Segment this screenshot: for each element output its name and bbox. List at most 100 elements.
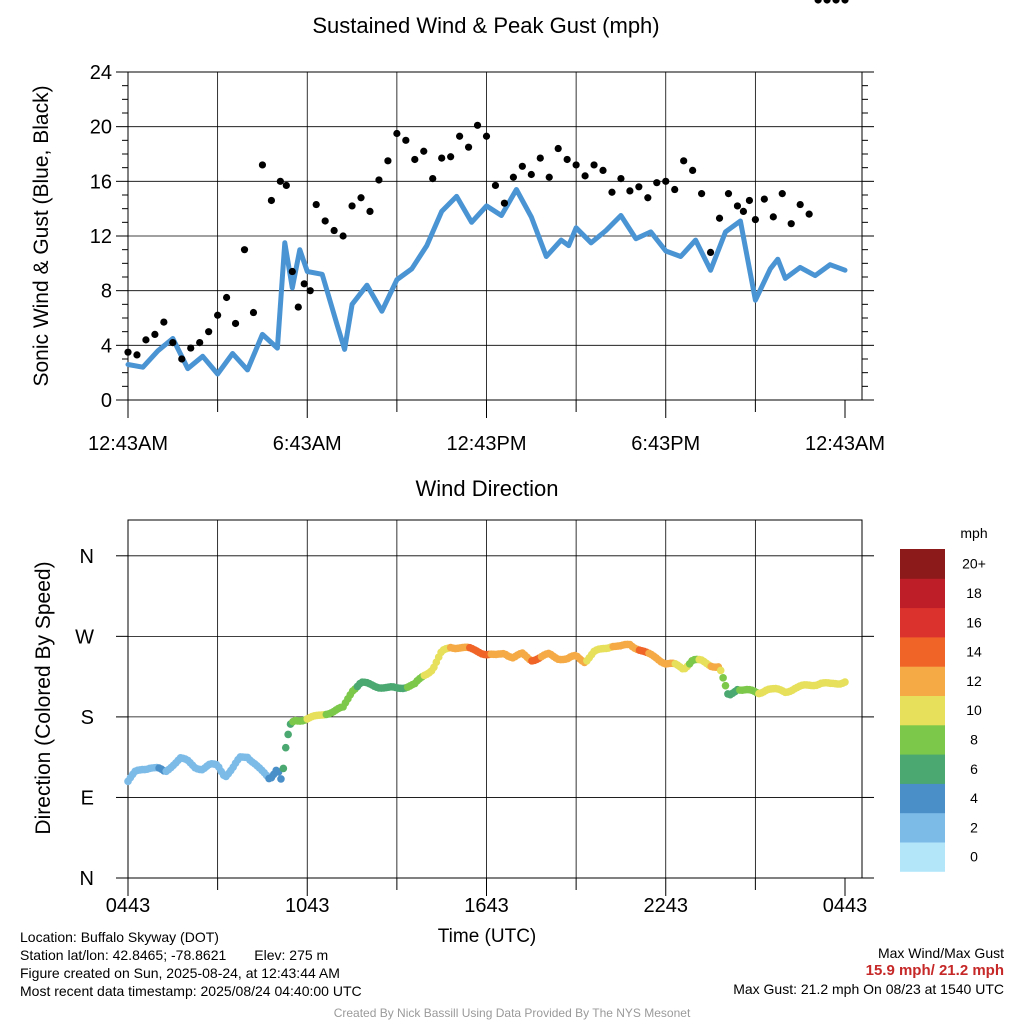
gust-point xyxy=(321,217,329,225)
sustained-wind-line xyxy=(125,187,848,377)
gust-point xyxy=(572,161,580,169)
x-tick-label: 6:43PM xyxy=(631,433,700,455)
colorbar-label: 4 xyxy=(970,790,978,806)
gust-point xyxy=(214,311,222,319)
gust-point xyxy=(438,154,446,162)
gust-point xyxy=(536,154,544,162)
x-tick-label: 1043 xyxy=(285,895,330,917)
direction-chart-title: Wind Direction xyxy=(415,476,558,501)
gust-point xyxy=(411,155,419,164)
gust-point xyxy=(258,161,267,169)
gust-point xyxy=(482,132,491,140)
colorbar-swatch xyxy=(900,695,945,726)
data-timestamp-text: Most recent data timestamp: 2025/08/24 0… xyxy=(20,983,362,999)
station-info: Location: Buffalo Skyway (DOT) Station l… xyxy=(20,928,362,1000)
x-tick-label: 1643 xyxy=(464,895,509,917)
gust-point xyxy=(393,129,401,138)
direction-point xyxy=(716,666,725,675)
gust-point xyxy=(689,166,697,174)
gust-point xyxy=(671,185,679,194)
x-tick-label: 2243 xyxy=(644,895,689,917)
gust-point xyxy=(420,147,428,155)
y-tick-label: 12 xyxy=(90,226,112,248)
gust-point xyxy=(456,132,464,140)
gust-point xyxy=(294,303,302,311)
gust-point xyxy=(491,181,500,190)
y-tick-label: E xyxy=(81,787,94,809)
gust-point xyxy=(590,161,598,169)
credit-text: Created By Nick Bassill Using Data Provi… xyxy=(333,1006,691,1020)
direction-chart-ylabel: Direction (Colored By Speed) xyxy=(32,561,55,834)
gust-point xyxy=(330,226,338,235)
colorbar-swatch xyxy=(900,812,945,843)
gust-point xyxy=(509,173,517,181)
max-gust-time-text: Max Gust: 21.2 mph On 08/23 at 1540 UTC xyxy=(733,981,1004,997)
gust-point xyxy=(231,319,240,328)
gust-point xyxy=(300,280,308,288)
gust-point xyxy=(796,200,804,209)
x-tick-label: 6:43AM xyxy=(273,433,342,455)
x-tick-label: 12:43AM xyxy=(88,433,168,455)
gust-point xyxy=(527,170,535,179)
gust-point xyxy=(644,194,652,202)
colorbar-swatch xyxy=(900,783,945,814)
x-tick-label: 0443 xyxy=(106,895,151,917)
gust-point xyxy=(814,0,822,4)
direction-point xyxy=(279,764,288,773)
plot-frame xyxy=(127,519,863,879)
gust-point xyxy=(306,287,314,295)
gust-point xyxy=(545,173,553,181)
gust-point xyxy=(563,155,571,164)
gust-point xyxy=(706,248,715,256)
colorbar-label: 8 xyxy=(970,731,978,747)
gust-point xyxy=(169,339,177,347)
gust-point xyxy=(841,0,849,4)
gust-point xyxy=(402,136,410,144)
gust-point xyxy=(249,308,258,317)
gust-point xyxy=(554,144,562,153)
elevation-text: Elev: 275 m xyxy=(254,947,329,963)
gust-point xyxy=(348,202,356,210)
y-tick-label: 20 xyxy=(90,117,112,139)
direction-point xyxy=(719,674,727,682)
max-wind-title: Max Wind/Max Gust xyxy=(877,945,1004,961)
gust-point xyxy=(473,121,482,129)
wind-chart-title: Sustained Wind & Peak Gust (mph) xyxy=(312,13,659,38)
y-tick-label: 16 xyxy=(90,171,112,193)
speed-colorbar: mph 0 2 4 6 8 10 12 14 16 18 20+ xyxy=(900,525,988,872)
colorbar-label: 20+ xyxy=(962,556,986,572)
gust-point xyxy=(653,179,661,187)
max-wind-values: 15.9 mph/ 21.2 mph xyxy=(865,962,1004,979)
gust-point xyxy=(357,194,365,202)
gust-point xyxy=(339,232,347,240)
gust-point xyxy=(151,330,159,338)
gust-point xyxy=(447,153,455,161)
wind-chart-ylabel: Sonic Wind & Gust (Blue, Black) xyxy=(30,85,53,386)
y-tick-label: 8 xyxy=(101,281,112,303)
plot-frame xyxy=(127,71,863,401)
gust-point xyxy=(739,207,748,215)
gust-point xyxy=(787,220,795,228)
gust-point xyxy=(715,214,724,222)
gust-point xyxy=(745,196,754,205)
gust-point xyxy=(832,0,840,4)
colorbar-label: 18 xyxy=(966,585,982,601)
y-tick-label: 0 xyxy=(101,390,112,412)
colorbar-label: 12 xyxy=(966,673,982,689)
gust-point xyxy=(288,267,296,276)
gust-point xyxy=(187,344,195,352)
gust-point xyxy=(617,175,625,183)
latlon-text: Station lat/lon: 42.8465; -78.8621 xyxy=(20,947,227,963)
gust-point xyxy=(282,181,290,190)
gust-point xyxy=(375,176,383,184)
x-tick-label: 0443 xyxy=(823,895,868,917)
gust-point xyxy=(267,196,275,205)
colorbar-label: 16 xyxy=(966,614,982,630)
gust-point xyxy=(366,207,374,215)
gust-point xyxy=(778,190,786,198)
gust-point xyxy=(500,199,509,207)
gust-point xyxy=(178,355,186,363)
gust-point xyxy=(626,187,634,195)
gust-point xyxy=(724,190,733,198)
gust-point xyxy=(760,195,768,203)
